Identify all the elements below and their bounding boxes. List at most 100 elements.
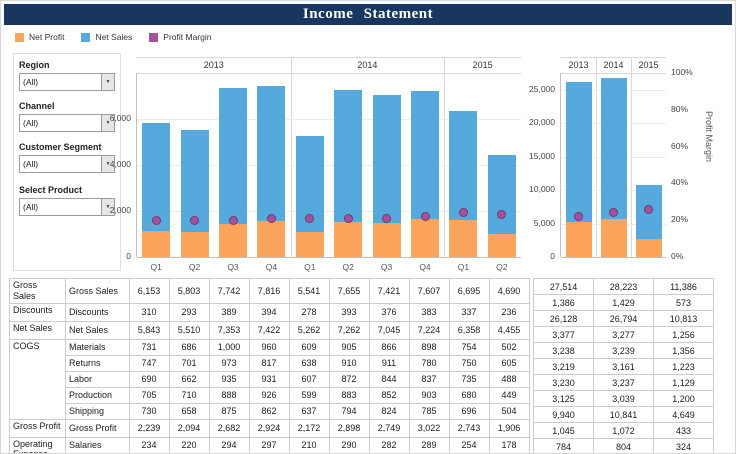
value-cell: 282 <box>368 436 410 453</box>
value-cell: 2,743 <box>448 418 490 438</box>
y-axis-tick-label: 25,000 <box>529 83 555 94</box>
value-cell: 7,607 <box>408 278 450 304</box>
profit-margin-dot[interactable] <box>228 215 238 225</box>
value-cell: 6,153 <box>128 278 170 304</box>
value-cell: 3,230 <box>533 374 594 391</box>
filter-customer-segment: Customer Segment (All) ▼ <box>19 142 115 173</box>
bar-net-profit[interactable] <box>295 231 324 257</box>
year-header-2014: 2014 <box>603 60 624 70</box>
bar-net-profit[interactable] <box>449 220 478 257</box>
value-cell: 862 <box>248 402 290 420</box>
y-axis-tick-label: 2,000 <box>109 205 131 215</box>
value-cell: 794 <box>328 402 370 420</box>
x-axis-tick-label: Q2 <box>342 262 354 272</box>
bar-net-profit[interactable] <box>411 219 439 257</box>
chevron-down-icon[interactable]: ▼ <box>101 74 114 90</box>
y2-axis-tick-label: 100% <box>671 67 693 77</box>
value-cell: 910 <box>328 354 370 372</box>
y2-axis-tick-label: 80% <box>671 103 689 114</box>
value-cell: 5,510 <box>168 320 210 340</box>
value-cell: 7,742 <box>208 278 250 304</box>
legend-item-net-profit: Net Profit <box>15 32 64 42</box>
value-cell: 394 <box>248 302 290 322</box>
value-cell: 844 <box>368 370 410 388</box>
value-cell: 973 <box>208 354 250 372</box>
profit-margin-dot[interactable] <box>343 213 353 223</box>
value-cell: 931 <box>248 370 290 388</box>
region-dropdown[interactable]: (All) ▼ <box>19 73 115 91</box>
value-cell: 926 <box>248 386 290 404</box>
profit-margin-dot[interactable] <box>420 212 430 222</box>
profit-margin-dot[interactable] <box>644 204 653 214</box>
bar-net-profit[interactable] <box>635 239 662 257</box>
value-cell: 609 <box>288 338 330 356</box>
bar-net-profit[interactable] <box>372 222 401 257</box>
table-row: 3,377 3,277 1,256 <box>533 326 714 343</box>
bar-net-profit[interactable] <box>565 221 592 257</box>
value-cell: 10,813 <box>653 310 714 327</box>
profit-margin-dot[interactable] <box>190 215 200 225</box>
table-row: 3,125 3,039 1,200 <box>533 390 714 407</box>
bar-net-profit[interactable] <box>180 232 209 257</box>
chevron-down-icon[interactable]: ▼ <box>101 156 114 172</box>
chevron-down-icon[interactable]: ▼ <box>101 199 114 215</box>
value-cell: 1,000 <box>208 338 250 356</box>
profit-margin-dot[interactable] <box>305 213 315 223</box>
bar-net-profit[interactable] <box>257 221 286 257</box>
value-cell: 211 <box>368 452 410 453</box>
value-cell: 911 <box>368 354 410 372</box>
channel-dropdown[interactable]: (All) ▼ <box>19 114 115 132</box>
value-cell: 7,353 <box>208 320 250 340</box>
value-cell: 10,841 <box>593 406 654 423</box>
profit-margin-dot[interactable] <box>609 208 618 218</box>
select-product-dropdown[interactable]: (All) ▼ <box>19 198 115 216</box>
profit-margin-dot[interactable] <box>151 215 161 225</box>
value-cell: 1,386 <box>533 294 594 311</box>
year-header-2015: 2015 <box>638 60 659 70</box>
value-cell: 5,843 <box>128 320 170 340</box>
row-label: Salaries <box>65 436 130 453</box>
value-cell: 236 <box>488 302 530 322</box>
profit-margin-dot[interactable] <box>382 213 392 223</box>
value-cell: 637 <box>288 402 330 420</box>
table-row: Operating ExpenseSalaries234220294297210… <box>9 436 530 453</box>
bar-net-profit[interactable] <box>487 233 516 257</box>
value-cell: 680 <box>448 386 490 404</box>
region-dropdown-value: (All) <box>23 77 39 87</box>
profit-margin-dot[interactable] <box>266 213 276 223</box>
customer-segment-dropdown[interactable]: (All) ▼ <box>19 155 115 173</box>
row-label: Administrative <box>65 452 130 453</box>
chevron-down-icon[interactable]: ▼ <box>101 115 114 131</box>
value-cell: 165 <box>168 452 210 453</box>
bar-net-profit[interactable] <box>219 223 247 257</box>
y-axis-tick-label: 0 <box>550 251 555 261</box>
value-cell: 780 <box>408 354 450 372</box>
x-axis-tick-label: Q3 <box>227 262 239 272</box>
profit-margin-dot[interactable] <box>497 210 507 220</box>
value-cell: 324 <box>653 438 714 453</box>
profit-margin-dot[interactable] <box>458 208 468 218</box>
value-cell: 804 <box>593 438 654 453</box>
table-row: 3,230 3,237 1,129 <box>533 374 714 391</box>
value-cell: 178 <box>488 436 530 453</box>
value-cell: 2,682 <box>208 418 250 438</box>
value-cell: 6,358 <box>448 320 490 340</box>
y-axis-line <box>560 73 561 257</box>
x-axis-tick-label: Q4 <box>265 262 278 272</box>
y2-axis-tick-label: 20% <box>671 214 689 225</box>
value-cell: 573 <box>653 294 714 311</box>
bar-net-profit[interactable] <box>142 230 171 257</box>
bar-net-profit[interactable] <box>600 218 627 257</box>
value-cell: 5,803 <box>168 278 210 304</box>
page-title: Income Statement <box>4 4 732 25</box>
filter-channel-label: Channel <box>19 101 55 111</box>
gridline <box>137 119 521 120</box>
yearly-bar-chart: 2013 2014 2015 25,000 20,000 15,000 10,000 5,00… <box>525 53 735 279</box>
profit-margin-dot[interactable] <box>574 212 583 222</box>
value-cell: 710 <box>168 386 210 404</box>
bar-net-profit[interactable] <box>334 222 363 257</box>
customer-segment-dropdown-value: (All) <box>23 159 39 169</box>
value-cell: 210 <box>288 436 330 453</box>
value-cell: 7,224 <box>408 320 450 340</box>
filter-region: Region (All) ▼ <box>19 60 115 91</box>
